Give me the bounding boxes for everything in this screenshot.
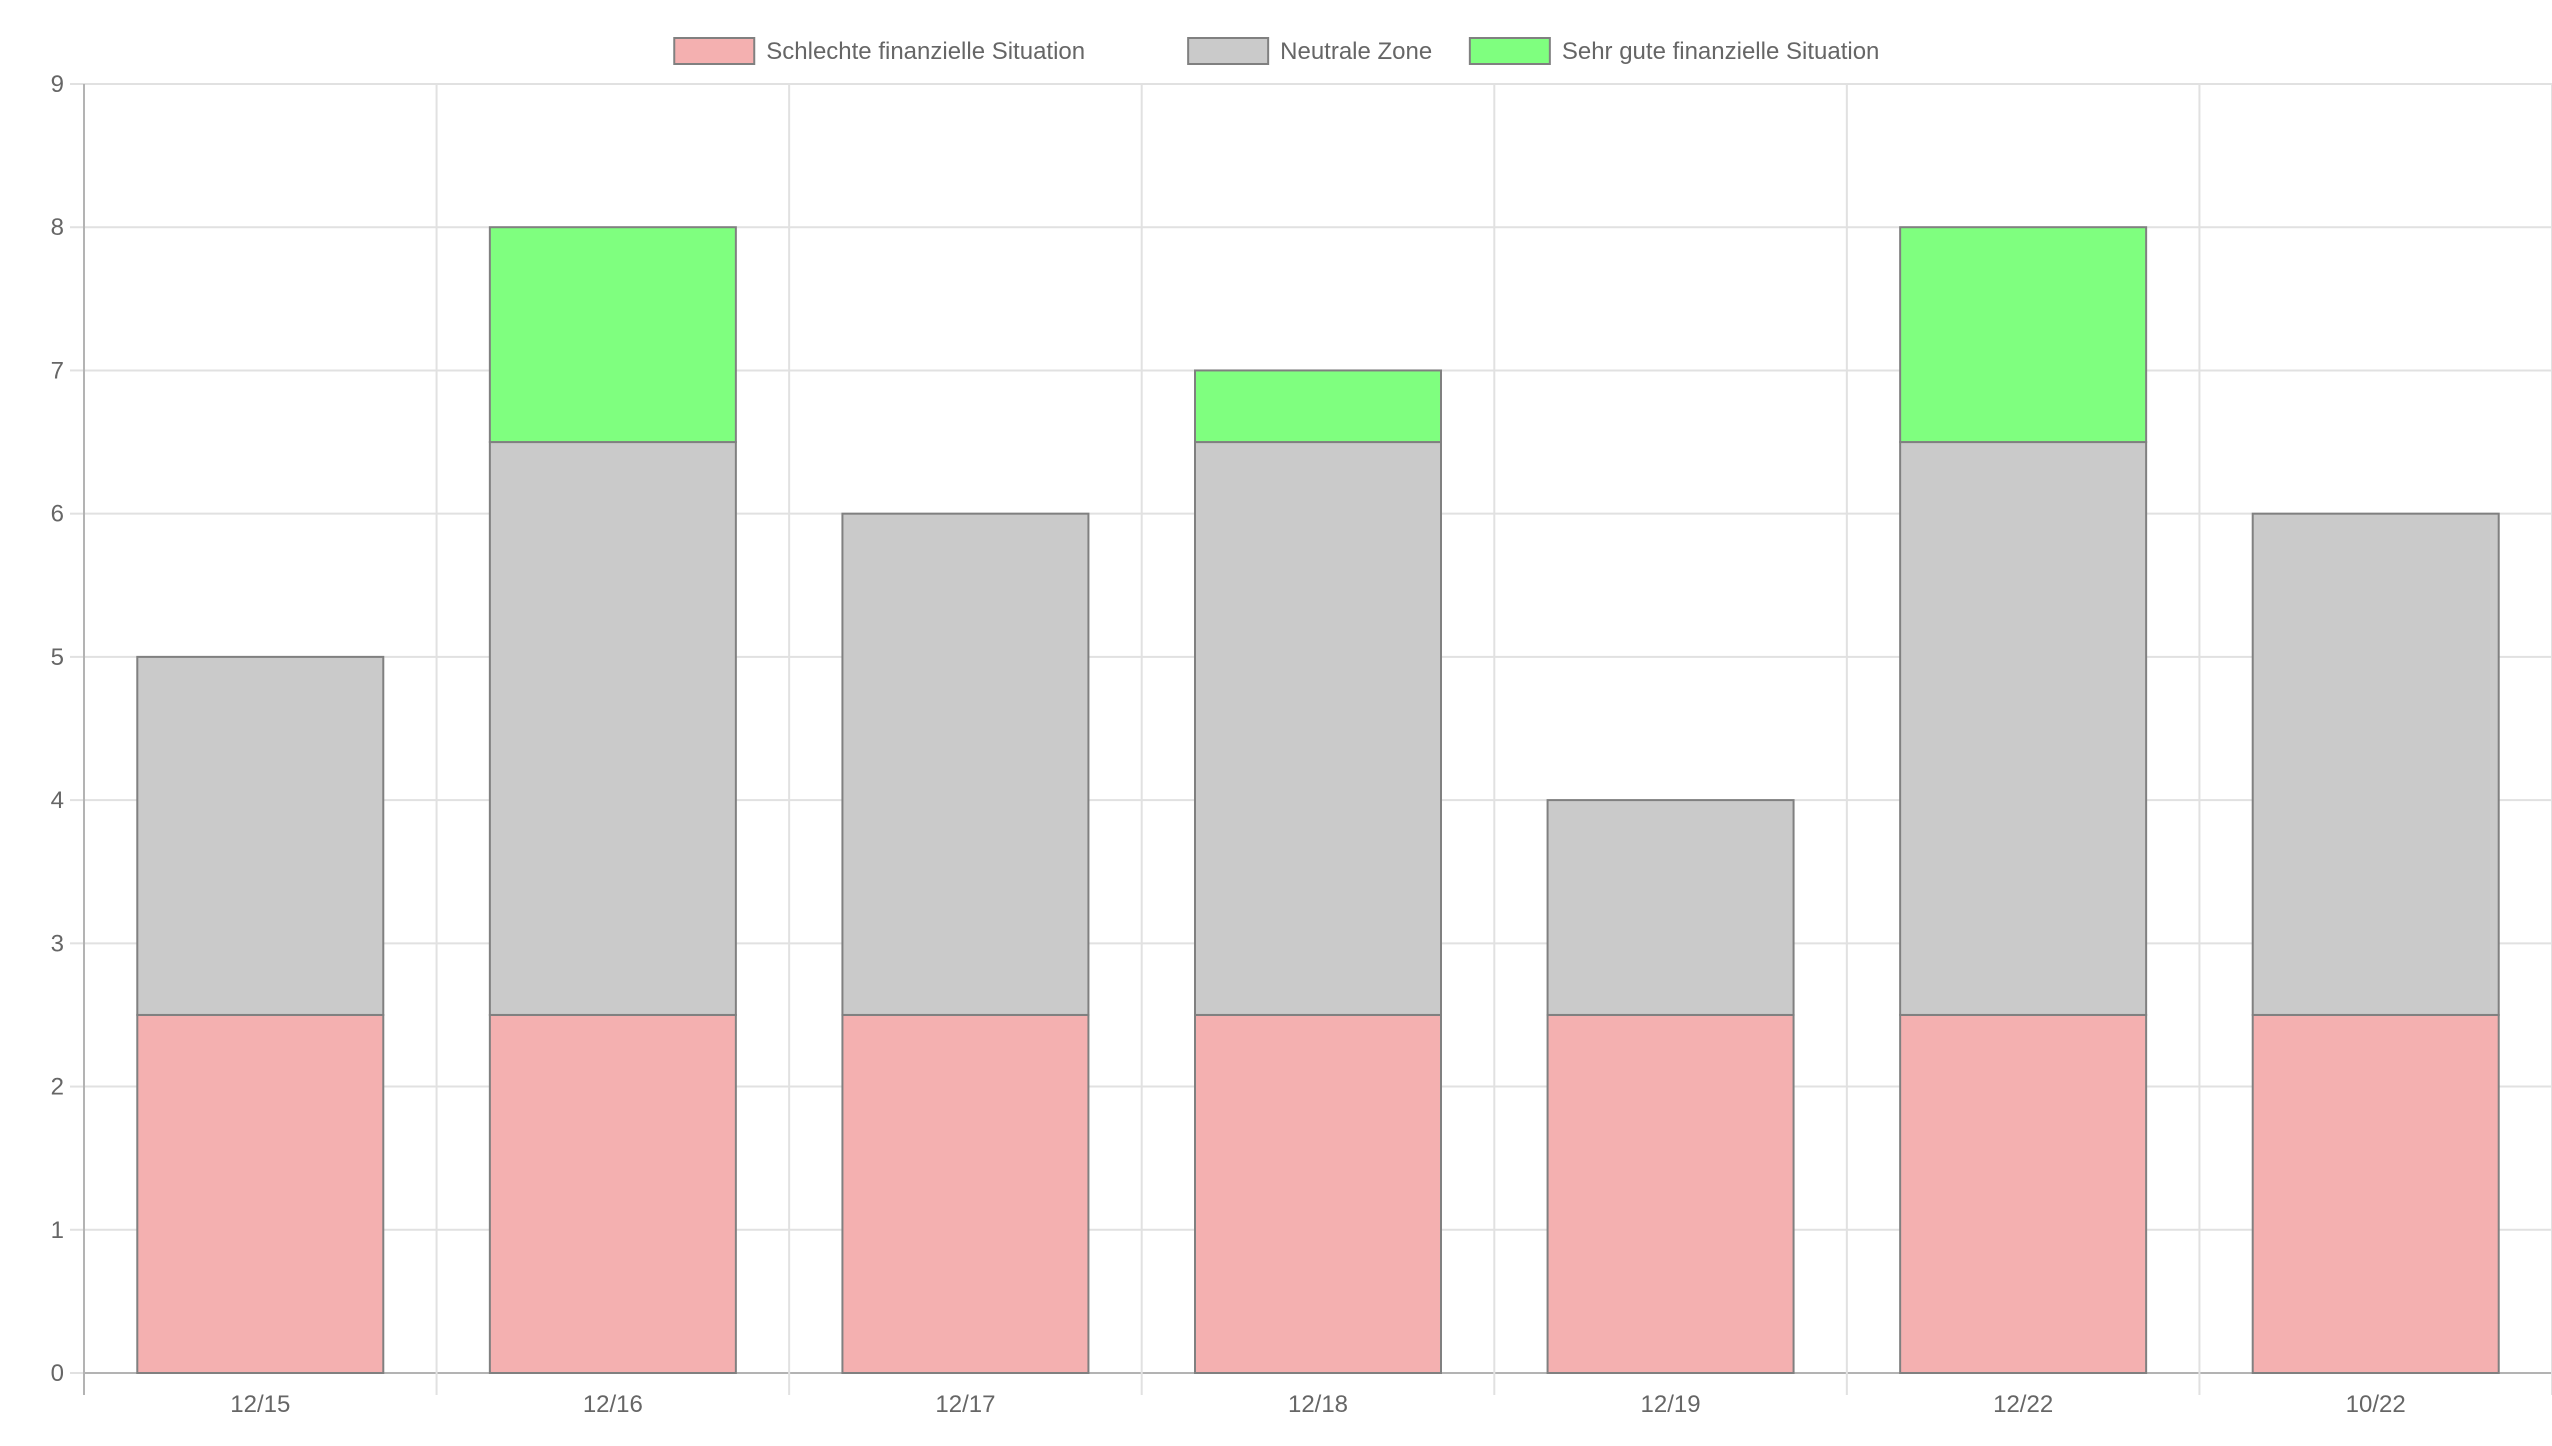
bar-segment-series-2 [1546,799,1795,1016]
bar-segment-series-1 [1899,1013,2148,1374]
bar-segment-series-1 [1194,1013,1442,1374]
y-tick-label: 6 [51,501,64,528]
y-tick-label: 7 [51,357,64,384]
legend-swatch-series-3 [1468,37,1551,65]
legend: Schlechte finanzielle Situation Neutrale … [673,37,1880,65]
x-tick-label: 12/18 [1288,1391,1348,1418]
y-tick-label: 5 [51,644,64,671]
y-tick-label: 4 [51,787,64,814]
bar-segment-series-2 [841,512,1090,1016]
x-tick-label: 12/22 [1993,1391,2053,1418]
legend-label-series-3: Sehr gute finanzielle Situation [1562,38,1880,65]
legend-label-series-2: Neutrale Zone [1280,38,1432,65]
bar-segment-series-2 [1899,441,2148,1016]
bar-segment-series-3 [488,226,737,444]
bar-segment-series-1 [2251,1013,2500,1374]
x-tick-label: 12/17 [935,1391,995,1418]
bar-segment-series-2 [2251,512,2500,1016]
bar-segment-series-3 [1194,369,1442,444]
bar-segment-series-2 [1194,441,1442,1016]
y-tick-label: 2 [51,1074,64,1101]
bars [136,226,2500,1374]
bar-segment-series-1 [841,1013,1090,1374]
x-tick-label: 10/22 [2346,1391,2406,1418]
y-tick-label: 8 [51,214,64,241]
bar-segment-series-1 [1546,1013,1795,1374]
bar-segment-series-1 [136,1013,385,1374]
bar-segment-series-3 [1899,226,2148,444]
bar-segment-series-2 [136,655,385,1016]
x-tick-label: 12/16 [583,1391,643,1418]
y-tick-label: 0 [51,1360,64,1387]
legend-swatch-series-1 [673,37,756,65]
y-tick-label: 1 [51,1217,64,1244]
x-tick-label: 12/15 [230,1391,290,1418]
y-tick-label: 3 [51,930,64,957]
y-tick-label: 9 [51,71,64,98]
legend-swatch-series-2 [1187,37,1270,65]
legend-label-series-1: Schlechte finanzielle Situation [766,38,1085,65]
bar-segment-series-2 [488,441,737,1016]
x-tick-label: 12/19 [1641,1391,1701,1418]
axes: 0 1 2 3 4 5 6 7 8 9 12/15 12/16 12/17 12/18 12/19 12/22… [51,71,2406,1418]
bar-segment-series-1 [488,1013,737,1374]
